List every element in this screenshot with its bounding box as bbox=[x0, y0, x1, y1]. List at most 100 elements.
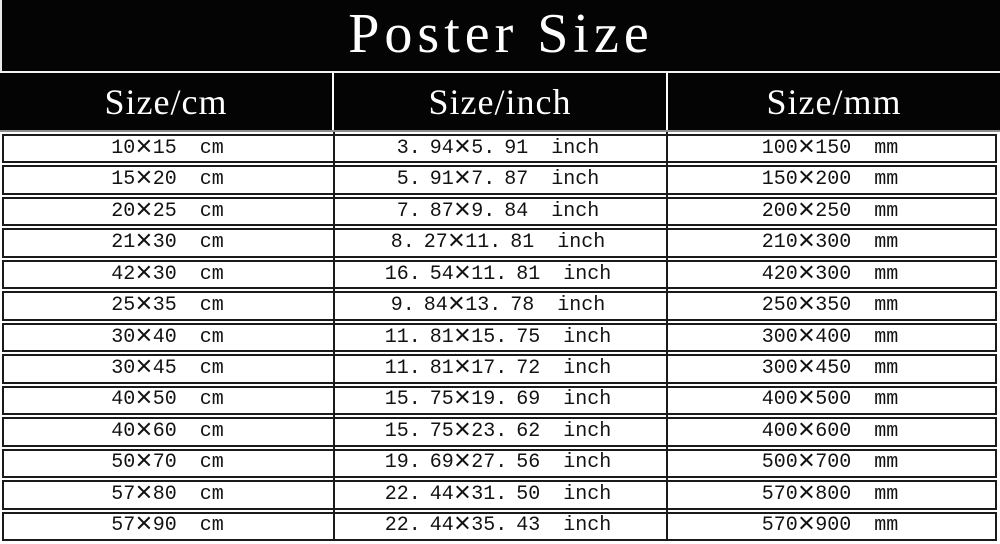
multiply-sign: × bbox=[797, 288, 816, 322]
size-inch-cell: 3. 94×5. 91 inch bbox=[396, 131, 600, 165]
multiply-sign: × bbox=[135, 193, 153, 227]
size-mm-cell: 570×800 mm bbox=[761, 477, 899, 511]
multiply-sign: × bbox=[135, 288, 153, 322]
table-row: 30×40 cm 11. 81×15. 75 inch 300×400 mm bbox=[2, 319, 997, 353]
multiply-sign: × bbox=[453, 477, 472, 511]
multiply-sign: × bbox=[447, 225, 466, 259]
size-mm-cell: 100×150 mm bbox=[761, 131, 899, 165]
size-cm-cell: 25×35 cm bbox=[111, 288, 224, 322]
table-row: 40×50 cm 15. 75×19. 69 inch 400×500 mm bbox=[2, 382, 997, 416]
column-header-size-cm: Size/cm bbox=[0, 73, 332, 130]
size-cm-cell: 40×50 cm bbox=[111, 382, 224, 416]
size-mm-cell: 400×600 mm bbox=[761, 414, 899, 448]
table-row: 40×60 cm 15. 75×23. 62 inch 400×600 mm bbox=[2, 414, 997, 448]
multiply-sign: × bbox=[797, 225, 816, 259]
size-cm-cell: 57×90 cm bbox=[111, 508, 224, 542]
size-inch-cell: 19. 69×27. 56 inch bbox=[384, 445, 612, 479]
size-cm-cell: 30×45 cm bbox=[111, 351, 224, 385]
size-inch-cell: 11. 81×15. 75 inch bbox=[384, 319, 612, 353]
size-inch-cell: 15. 75×23. 62 inch bbox=[384, 414, 612, 448]
multiply-sign: × bbox=[135, 351, 153, 385]
multiply-sign: × bbox=[135, 225, 153, 259]
multiply-sign: × bbox=[797, 256, 816, 290]
column-divider bbox=[333, 132, 335, 541]
multiply-sign: × bbox=[797, 508, 816, 542]
multiply-sign: × bbox=[797, 319, 816, 353]
size-mm-cell: 570×900 mm bbox=[761, 508, 899, 542]
table-row: 20×25 cm 7. 87×9. 84 inch 200×250 mm bbox=[2, 193, 997, 227]
size-cm-cell: 20×25 cm bbox=[111, 193, 224, 227]
multiply-sign: × bbox=[453, 256, 472, 290]
multiply-sign: × bbox=[453, 414, 472, 448]
table-row: 42×30 cm 16. 54×11. 81 inch 420×300 mm bbox=[2, 256, 997, 290]
multiply-sign: × bbox=[447, 288, 466, 322]
page-title: Poster Size bbox=[348, 2, 654, 65]
multiply-sign: × bbox=[135, 445, 153, 479]
size-inch-cell: 7. 87×9. 84 inch bbox=[396, 193, 600, 227]
size-inch-cell: 15. 75×19. 69 inch bbox=[384, 382, 612, 416]
multiply-sign: × bbox=[797, 382, 816, 416]
multiply-sign: × bbox=[797, 414, 816, 448]
size-mm-cell: 420×300 mm bbox=[761, 256, 899, 290]
multiply-sign: × bbox=[135, 414, 153, 448]
table-row: 50×70 cm 19. 69×27. 56 inch 500×700 mm bbox=[2, 445, 997, 479]
size-mm-cell: 210×300 mm bbox=[761, 225, 899, 259]
size-inch-cell: 11. 81×17. 72 inch bbox=[384, 351, 612, 385]
multiply-sign: × bbox=[453, 508, 472, 542]
multiply-sign: × bbox=[453, 445, 472, 479]
size-inch-cell: 8. 27×11. 81 inch bbox=[390, 225, 606, 259]
multiply-sign: × bbox=[797, 131, 816, 165]
multiply-sign: × bbox=[453, 193, 472, 227]
table-row: 21×30 cm 8. 27×11. 81 inch 210×300 mm bbox=[2, 225, 997, 259]
multiply-sign: × bbox=[135, 319, 153, 353]
size-mm-cell: 250×350 mm bbox=[761, 288, 899, 322]
multiply-sign: × bbox=[135, 477, 153, 511]
table-row: 30×45 cm 11. 81×17. 72 inch 300×450 mm bbox=[2, 351, 997, 385]
multiply-sign: × bbox=[797, 193, 816, 227]
column-header-size-mm: Size/mm bbox=[668, 73, 1000, 130]
multiply-sign: × bbox=[135, 162, 153, 196]
table-row: 25×35 cm 9. 84×13. 78 inch 250×350 mm bbox=[2, 288, 997, 322]
multiply-sign: × bbox=[453, 382, 472, 416]
multiply-sign: × bbox=[797, 477, 816, 511]
multiply-sign: × bbox=[135, 256, 153, 290]
multiply-sign: × bbox=[453, 319, 472, 353]
table-row: 15×20 cm 5. 91×7. 87 inch 150×200 mm bbox=[2, 162, 997, 196]
size-cm-cell: 21×30 cm bbox=[111, 225, 224, 259]
size-mm-cell: 300×450 mm bbox=[761, 351, 899, 385]
size-cm-cell: 15×20 cm bbox=[111, 162, 224, 196]
table-row: 10×15 cm 3. 94×5. 91 inch 100×150 mm bbox=[2, 131, 997, 165]
size-inch-cell: 16. 54×11. 81 inch bbox=[384, 256, 612, 290]
column-divider bbox=[666, 132, 668, 541]
size-mm-cell: 300×400 mm bbox=[761, 319, 899, 353]
multiply-sign: × bbox=[453, 162, 472, 196]
multiply-sign: × bbox=[453, 131, 472, 165]
size-mm-cell: 400×500 mm bbox=[761, 382, 899, 416]
table-row: 57×90 cm 22. 44×35. 43 inch 570×900 mm bbox=[2, 508, 997, 542]
table-body: 10×15 cm 3. 94×5. 91 inch 100×150 mm 15×20… bbox=[0, 132, 1000, 544]
multiply-sign: × bbox=[797, 162, 816, 196]
multiply-sign: × bbox=[135, 508, 153, 542]
multiply-sign: × bbox=[135, 382, 153, 416]
size-cm-cell: 57×80 cm bbox=[111, 477, 224, 511]
table-row: 57×80 cm 22. 44×31. 50 inch 570×800 mm bbox=[2, 477, 997, 511]
size-cm-cell: 10×15 cm bbox=[111, 131, 224, 165]
size-mm-cell: 150×200 mm bbox=[761, 162, 899, 196]
column-header-size-inch: Size/inch bbox=[334, 73, 666, 130]
size-cm-cell: 50×70 cm bbox=[111, 445, 224, 479]
size-cm-cell: 40×60 cm bbox=[111, 414, 224, 448]
size-cm-cell: 30×40 cm bbox=[111, 319, 224, 353]
multiply-sign: × bbox=[797, 445, 816, 479]
size-cm-cell: 42×30 cm bbox=[111, 256, 224, 290]
title-banner: Poster Size bbox=[0, 0, 1000, 73]
size-mm-cell: 500×700 mm bbox=[761, 445, 899, 479]
size-inch-cell: 9. 84×13. 78 inch bbox=[390, 288, 606, 322]
multiply-sign: × bbox=[135, 131, 153, 165]
multiply-sign: × bbox=[797, 351, 816, 385]
size-inch-cell: 5. 91×7. 87 inch bbox=[396, 162, 600, 196]
multiply-sign: × bbox=[453, 351, 472, 385]
size-inch-cell: 22. 44×35. 43 inch bbox=[384, 508, 612, 542]
table-header-row: Size/cm Size/inch Size/mm bbox=[0, 73, 1000, 132]
size-mm-cell: 200×250 mm bbox=[761, 193, 899, 227]
